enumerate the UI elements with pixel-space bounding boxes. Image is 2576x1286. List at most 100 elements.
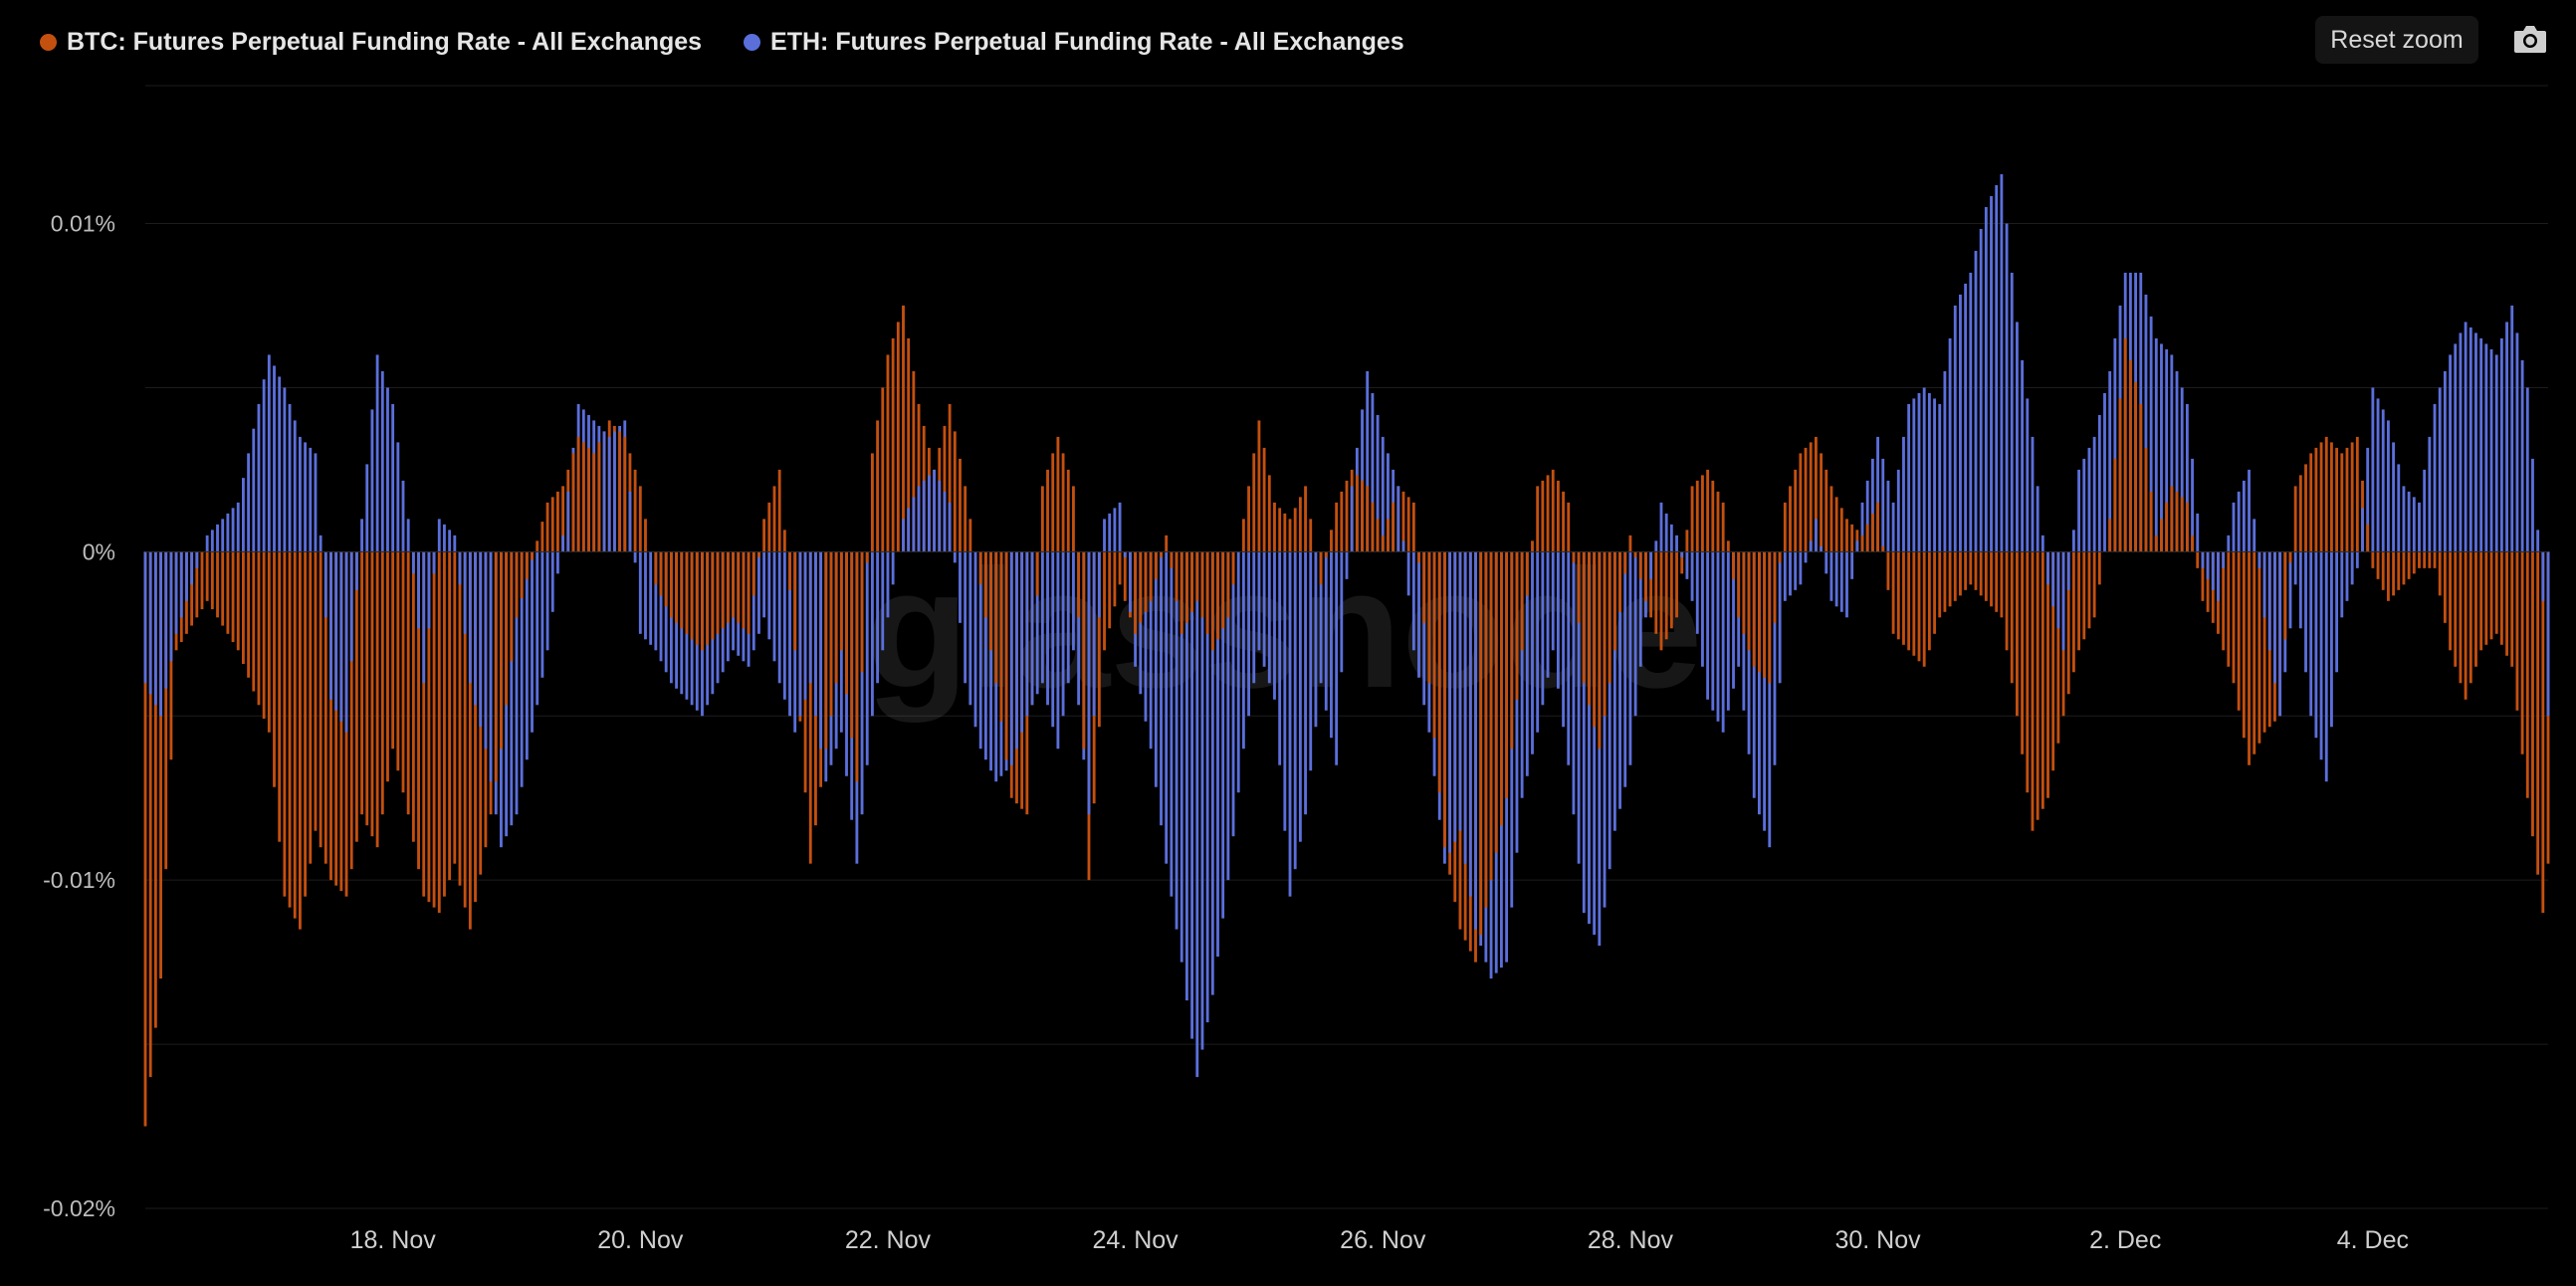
btc-bar[interactable] (1149, 551, 1153, 601)
eth-bar[interactable] (1324, 551, 1328, 711)
btc-bar[interactable] (309, 551, 313, 864)
btc-bar[interactable] (1953, 551, 1957, 601)
btc-bar[interactable] (1175, 551, 1179, 601)
eth-bar[interactable] (2211, 551, 2215, 590)
btc-bar[interactable] (978, 551, 982, 585)
btc-bar[interactable] (757, 551, 760, 557)
btc-bar[interactable] (1072, 486, 1075, 552)
eth-bar[interactable] (2525, 387, 2529, 552)
btc-bar[interactable] (777, 469, 781, 552)
btc-bar[interactable] (1726, 540, 1730, 552)
btc-bar[interactable] (638, 486, 642, 552)
btc-bar[interactable] (2474, 551, 2477, 667)
btc-bar[interactable] (1505, 551, 1509, 798)
btc-bar[interactable] (2191, 535, 2194, 552)
eth-bar[interactable] (247, 453, 251, 552)
eth-bar[interactable] (1319, 551, 1323, 684)
eth-bar[interactable] (1711, 551, 1715, 711)
btc-bar[interactable] (618, 431, 621, 552)
eth-bar[interactable] (354, 551, 358, 590)
eth-bar[interactable] (334, 551, 338, 711)
btc-bar[interactable] (354, 551, 358, 842)
eth-bar[interactable] (427, 551, 431, 629)
eth-bar[interactable] (525, 551, 529, 760)
btc-bar[interactable] (659, 551, 663, 596)
eth-bar[interactable] (664, 551, 668, 673)
eth-bar[interactable] (2222, 551, 2226, 568)
eth-bar[interactable] (1309, 551, 1313, 771)
eth-bar[interactable] (2005, 223, 2009, 552)
btc-bar[interactable] (1618, 551, 1621, 612)
btc-bar[interactable] (1221, 551, 1225, 629)
btc-bar[interactable] (556, 491, 559, 552)
btc-bar[interactable] (1283, 513, 1287, 552)
eth-bar[interactable] (1335, 551, 1339, 765)
btc-bar[interactable] (2262, 551, 2266, 733)
btc-bar[interactable] (1778, 551, 1782, 563)
eth-bar[interactable] (757, 551, 760, 634)
btc-bar[interactable] (1732, 551, 1735, 579)
btc-bar[interactable] (1200, 551, 1204, 618)
eth-bar[interactable] (964, 551, 967, 684)
btc-bar[interactable] (432, 551, 436, 908)
btc-bar[interactable] (1160, 551, 1163, 557)
btc-bar[interactable] (2139, 403, 2143, 552)
eth-bar[interactable] (1406, 551, 1410, 596)
btc-bar[interactable] (278, 551, 282, 842)
eth-bar[interactable] (1896, 469, 1900, 552)
eth-bar[interactable] (1799, 551, 1803, 585)
btc-bar[interactable] (1964, 551, 1968, 590)
btc-bar[interactable] (1773, 551, 1777, 623)
btc-bar[interactable] (288, 551, 292, 908)
btc-bar[interactable] (1742, 551, 1746, 634)
btc-bar[interactable] (360, 551, 363, 815)
eth-bar[interactable] (814, 551, 817, 717)
btc-bar[interactable] (2077, 551, 2081, 651)
btc-bar[interactable] (1881, 545, 1885, 552)
eth-bar[interactable] (2185, 403, 2189, 552)
eth-bar[interactable] (1829, 551, 1833, 601)
btc-bar[interactable] (1938, 551, 1942, 618)
btc-bar[interactable] (1562, 491, 1565, 552)
btc-bar[interactable] (510, 551, 514, 662)
btc-bar[interactable] (1004, 551, 1008, 760)
eth-bar[interactable] (1675, 535, 1678, 552)
btc-bar[interactable] (767, 502, 771, 552)
eth-bar[interactable] (2536, 530, 2540, 552)
eth-bar[interactable] (1628, 551, 1632, 765)
btc-bar[interactable] (2407, 551, 2411, 579)
eth-bar[interactable] (453, 535, 457, 552)
eth-bar[interactable] (484, 551, 488, 750)
btc-bar[interactable] (298, 551, 302, 930)
btc-bar[interactable] (2237, 551, 2241, 711)
btc-bar[interactable] (1411, 502, 1415, 552)
eth-bar[interactable] (1293, 551, 1297, 870)
eth-bar[interactable] (1072, 551, 1075, 651)
eth-bar[interactable] (1804, 551, 1808, 563)
btc-bar[interactable] (2051, 551, 2055, 771)
eth-bar[interactable] (2515, 332, 2519, 552)
eth-bar[interactable] (2397, 464, 2401, 552)
eth-bar[interactable] (1066, 551, 1070, 684)
btc-bar[interactable] (1510, 551, 1514, 750)
eth-bar[interactable] (153, 551, 157, 706)
eth-bar[interactable] (2149, 316, 2153, 552)
btc-bar[interactable] (226, 551, 230, 634)
btc-bar[interactable] (1108, 551, 1112, 629)
btc-bar[interactable] (680, 551, 684, 629)
eth-bar[interactable] (865, 551, 869, 765)
eth-bar[interactable] (2196, 513, 2200, 552)
btc-bar[interactable] (1241, 519, 1245, 552)
eth-bar[interactable] (2366, 447, 2370, 552)
btc-bar[interactable] (1103, 551, 1106, 651)
btc-bar[interactable] (1716, 491, 1720, 552)
btc-bar[interactable] (2087, 551, 2091, 629)
eth-bar[interactable] (2324, 551, 2328, 782)
btc-bar[interactable] (1536, 486, 1540, 552)
eth-bar[interactable] (323, 551, 327, 618)
eth-bar[interactable] (2021, 359, 2025, 552)
eth-bar[interactable] (380, 370, 384, 552)
eth-bar[interactable] (2330, 551, 2333, 728)
btc-bar[interactable] (2309, 453, 2313, 552)
btc-bar[interactable] (706, 551, 710, 645)
